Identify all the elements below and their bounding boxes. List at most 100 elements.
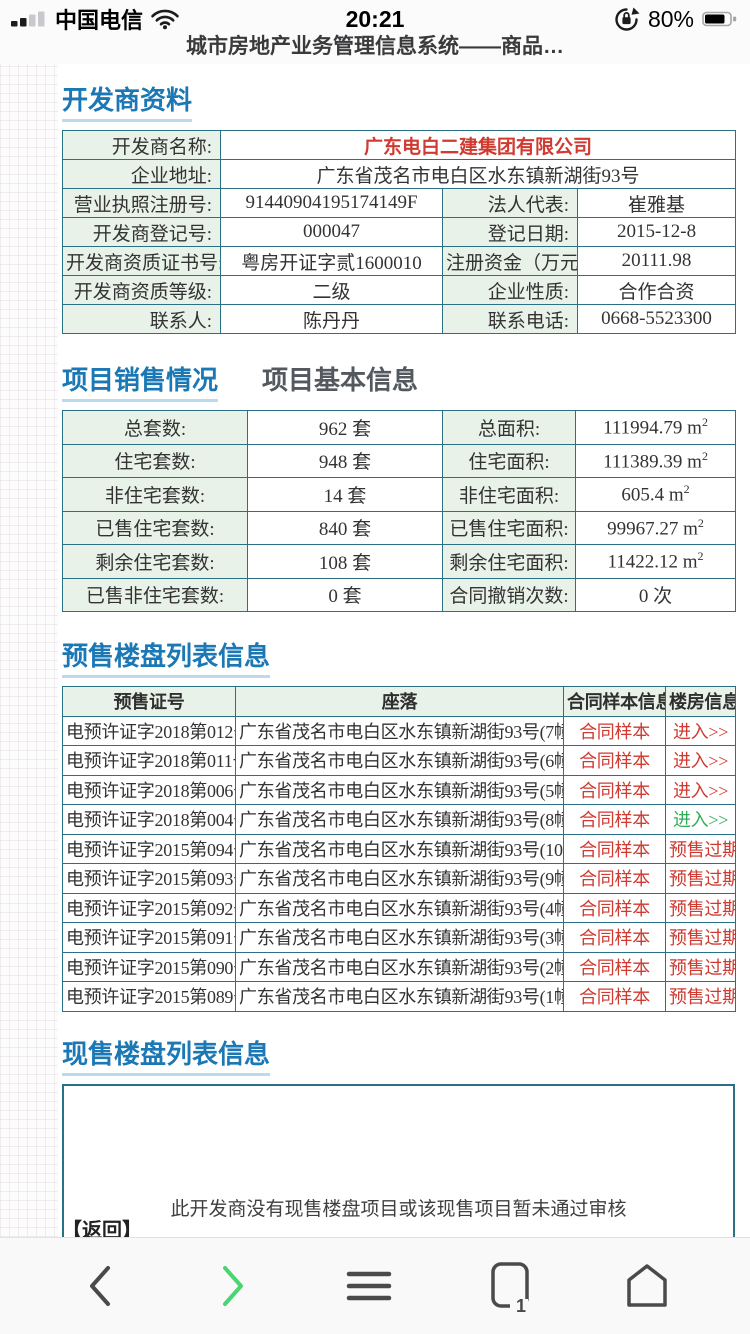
- menu-icon: [346, 1271, 392, 1301]
- presale-cert: 电预许证字2015第090号: [62, 951, 236, 982]
- wifi-icon: [151, 9, 179, 30]
- table-row: 开发商登记号: 000047 登记日期: 2015-12-8: [62, 217, 737, 247]
- building-info-link[interactable]: 预售过期: [669, 987, 736, 1008]
- field-value: 99967.27 m2: [575, 510, 736, 545]
- web-content: 开发商资料 开发商名称: 广东电白二建集团有限公司 企业地址: 广东省茂名市电白…: [0, 64, 750, 1237]
- presale-cert: 电预许证字2015第092号: [62, 892, 236, 923]
- table-row: 电预许证字2018第004号 广东省茂名市电白区水东镇新湖街93号(8幢) 合同…: [62, 804, 736, 835]
- browser-tabs-button[interactable]: 1: [485, 1259, 535, 1313]
- field-value: 000047: [220, 217, 443, 247]
- table-row: 电预许证字2015第090号 广东省茂名市电白区水东镇新湖街93号(2幢) 合同…: [62, 951, 736, 982]
- building-info-link[interactable]: 预售过期: [669, 839, 736, 860]
- battery-percent-label: 80%: [647, 5, 694, 32]
- field-label: 非住宅套数:: [62, 477, 248, 512]
- building-info-link[interactable]: 预售过期: [669, 928, 736, 949]
- browser-toolbar: 1: [0, 1237, 750, 1334]
- field-value: 0 次: [575, 577, 736, 612]
- browser-back-button[interactable]: [78, 1260, 122, 1312]
- field-label: 企业性质:: [442, 275, 578, 305]
- field-value: 合作合资: [576, 275, 737, 305]
- table-row: 已售住宅套数: 840 套 已售住宅面积: 99967.27 m2: [62, 510, 736, 545]
- field-value: 605.4 m2: [575, 477, 736, 512]
- building-info-link[interactable]: 进入>>: [672, 751, 729, 772]
- presale-location: 广东省茂名市电白区水东镇新湖街93号(7幢): [235, 715, 564, 746]
- table-row: 电预许证字2015第089号 广东省茂名市电白区水东镇新湖街93号(1幢) 合同…: [62, 981, 736, 1012]
- field-value: 崔雅基: [576, 188, 737, 218]
- table-row: 剩余住宅套数: 108 套 剩余住宅面积: 11422.12 m2: [62, 544, 736, 579]
- contract-sample-link[interactable]: 合同样本: [579, 957, 650, 978]
- field-value: 111994.79 m2: [575, 410, 736, 445]
- field-label: 开发商登记号:: [62, 217, 221, 247]
- table-row: 开发商资质证书号: 粤房开证字贰1600010 注册资金（万元）: 20111.…: [62, 246, 737, 276]
- browser-menu-button[interactable]: [340, 1262, 398, 1310]
- presale-location: 广东省茂名市电白区水东镇新湖街93号(1幢): [235, 981, 564, 1012]
- field-value: 91440904195174149F: [220, 188, 443, 218]
- field-label: 开发商资质等级:: [62, 275, 221, 305]
- building-info-link[interactable]: 进入>>: [672, 780, 729, 801]
- presale-cert: 电预许证字2018第011号: [62, 745, 236, 776]
- project-sales-table: 总套数: 962 套 总面积: 111994.79 m2 住宅套数: 948 套…: [62, 410, 736, 612]
- current-sale-empty-box: 此开发商没有现售楼盘项目或该现售项目暂未通过审核: [62, 1083, 735, 1237]
- field-value: 108 套: [247, 544, 443, 579]
- presale-cert: 电预许证字2015第093号: [62, 863, 236, 894]
- field-value: 948 套: [247, 443, 443, 478]
- contract-sample-link[interactable]: 合同样本: [579, 928, 650, 949]
- field-value: 840 套: [247, 510, 443, 545]
- building-info-link[interactable]: 进入>>: [672, 721, 729, 742]
- building-info-link[interactable]: 预售过期: [669, 898, 736, 919]
- field-label: 营业执照注册号:: [62, 188, 221, 218]
- field-label: 剩余住宅套数:: [62, 544, 248, 579]
- field-value: 0668-5523300: [576, 304, 737, 334]
- presale-location: 广东省茂名市电白区水东镇新湖街93号(2幢): [235, 951, 564, 982]
- field-label: 非住宅面积:: [442, 477, 576, 512]
- field-value: 14 套: [247, 477, 443, 512]
- table-row: 开发商资质等级: 二级 企业性质: 合作合资: [62, 275, 737, 305]
- presale-location: 广东省茂名市电白区水东镇新湖街93号(3幢): [235, 922, 564, 953]
- section-subtitle-basic-info: 项目基本信息: [262, 365, 419, 395]
- field-value: 962 套: [247, 410, 443, 445]
- forward-chevron-icon: [223, 1266, 243, 1306]
- field-label: 总套数:: [62, 410, 248, 445]
- field-value: 2015-12-8: [576, 217, 737, 247]
- field-value: 二级: [220, 275, 443, 305]
- column-header: 楼房信息: [665, 686, 736, 717]
- contract-sample-link[interactable]: 合同样本: [579, 987, 650, 1008]
- presale-location: 广东省茂名市电白区水东镇新湖街93号(6幢): [235, 745, 564, 776]
- field-label: 联系电话:: [442, 304, 578, 334]
- battery-icon: [702, 11, 737, 27]
- contract-sample-link[interactable]: 合同样本: [579, 721, 650, 742]
- presale-cert: 电预许证字2018第012号: [62, 715, 236, 746]
- home-icon: [627, 1264, 667, 1307]
- field-value: 111389.39 m2: [575, 443, 736, 478]
- section-title-presale-list: 预售楼盘列表信息: [62, 636, 735, 678]
- field-label: 剩余住宅面积:: [442, 544, 576, 579]
- contract-sample-link[interactable]: 合同样本: [579, 810, 650, 831]
- presale-table: 预售证号 座落 合同样本信息 楼房信息 电预许证字2018第012号 广东省茂名…: [62, 686, 736, 1012]
- column-header: 合同样本信息: [563, 686, 666, 717]
- browser-home-button[interactable]: [622, 1261, 672, 1311]
- developer-table: 开发商名称: 广东电白二建集团有限公司 企业地址: 广东省茂名市电白区水东镇新湖…: [62, 130, 737, 334]
- field-value: 陈丹丹: [220, 304, 443, 334]
- section-title-project-sales: 项目销售情况 项目基本信息: [62, 360, 735, 402]
- contract-sample-link[interactable]: 合同样本: [579, 751, 650, 772]
- return-link[interactable]: 【返回】: [62, 1220, 142, 1237]
- field-value: 粤房开证字贰1600010: [220, 246, 443, 276]
- contract-sample-link[interactable]: 合同样本: [579, 839, 650, 860]
- column-header: 预售证号: [62, 686, 236, 717]
- building-info-link[interactable]: 预售过期: [669, 869, 736, 890]
- field-value: 0 套: [247, 577, 443, 612]
- building-info-link[interactable]: 预售过期: [669, 957, 736, 978]
- presale-location: 广东省茂名市电白区水东镇新湖街93号(4幢): [235, 892, 564, 923]
- browser-forward-button[interactable]: [209, 1260, 253, 1312]
- field-label: 已售住宅套数:: [62, 510, 248, 545]
- carrier-label: 中国电信: [55, 8, 144, 33]
- table-row: 电预许证字2018第006号 广东省茂名市电白区水东镇新湖街93号(5幢) 合同…: [62, 774, 736, 805]
- table-row: 电预许证字2015第092号 广东省茂名市电白区水东镇新湖街93号(4幢) 合同…: [62, 892, 736, 923]
- field-label: 住宅套数:: [62, 443, 248, 478]
- contract-sample-link[interactable]: 合同样本: [579, 780, 650, 801]
- contract-sample-link[interactable]: 合同样本: [579, 869, 650, 890]
- building-info-link[interactable]: 进入>>: [672, 810, 729, 831]
- contract-sample-link[interactable]: 合同样本: [579, 898, 650, 919]
- presale-location: 广东省茂名市电白区水东镇新湖街93号(8幢): [235, 804, 564, 835]
- field-label: 开发商资质证书号:: [62, 246, 221, 276]
